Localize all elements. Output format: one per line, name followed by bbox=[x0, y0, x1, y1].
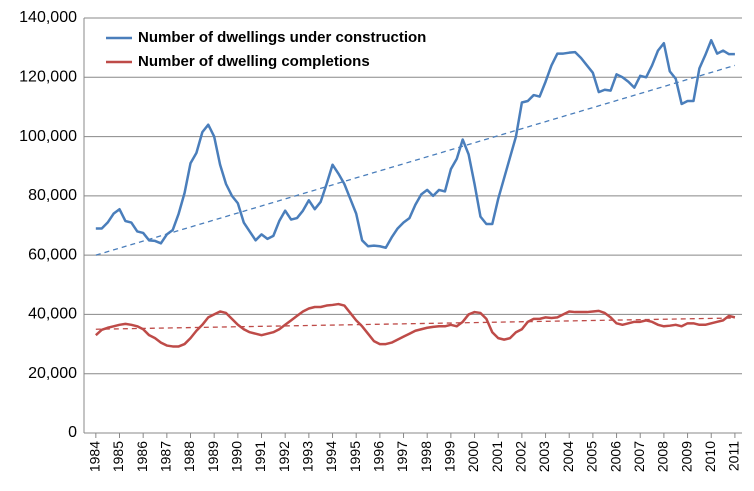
y-tick-label: 120,000 bbox=[19, 69, 77, 86]
x-tick-label: 1988 bbox=[181, 441, 197, 472]
x-tick-label: 1996 bbox=[371, 441, 387, 472]
x-tick-label: 2004 bbox=[560, 441, 576, 472]
y-tick-label: 60,000 bbox=[28, 246, 77, 263]
y-tick-label: 80,000 bbox=[28, 187, 77, 204]
x-tick-label: 1990 bbox=[229, 441, 245, 472]
legend-label: Number of dwelling completions bbox=[138, 53, 370, 70]
y-tick-label: 100,000 bbox=[19, 128, 77, 145]
series-line bbox=[95, 38, 735, 249]
x-tick-label: 2003 bbox=[536, 441, 552, 472]
x-tick-label: 1992 bbox=[276, 441, 292, 472]
x-tick-label: 2000 bbox=[465, 441, 481, 472]
x-tick-label: 1986 bbox=[134, 441, 150, 472]
x-tick-label: 1991 bbox=[252, 441, 268, 472]
y-tick-label: 140,000 bbox=[19, 9, 77, 26]
x-tick-label: 2001 bbox=[489, 441, 505, 472]
series-line bbox=[94, 302, 736, 348]
trend-line bbox=[95, 64, 736, 256]
x-tick-label: 1995 bbox=[347, 441, 363, 472]
x-tick-label: 2009 bbox=[678, 441, 694, 472]
y-tick-label: 0 bbox=[68, 424, 77, 441]
x-tick-label: 1999 bbox=[442, 441, 458, 472]
x-tick-label: 2007 bbox=[631, 441, 647, 472]
x-tick-label: 2011 bbox=[726, 441, 742, 471]
y-tick-label: 40,000 bbox=[28, 306, 77, 323]
x-tick-label: 1998 bbox=[418, 441, 434, 472]
x-tick-label: 2005 bbox=[584, 441, 600, 472]
x-tick-label: 1984 bbox=[87, 441, 103, 472]
x-tick-label: 2006 bbox=[607, 441, 623, 472]
y-tick-label: 20,000 bbox=[28, 365, 77, 382]
x-tick-label: 1994 bbox=[323, 441, 339, 472]
x-tick-label: 1985 bbox=[110, 441, 126, 472]
x-tick-label: 1997 bbox=[394, 441, 410, 472]
trend-line bbox=[95, 317, 735, 330]
x-tick-label: 1987 bbox=[158, 441, 174, 472]
x-tick-label: 2010 bbox=[702, 441, 718, 472]
x-tick-label: 2002 bbox=[513, 441, 529, 472]
legend-label: Number of dwellings under construction bbox=[138, 29, 426, 46]
x-tick-label: 2008 bbox=[655, 441, 671, 472]
x-tick-label: 1989 bbox=[205, 441, 221, 472]
x-tick-label: 1993 bbox=[300, 441, 316, 472]
